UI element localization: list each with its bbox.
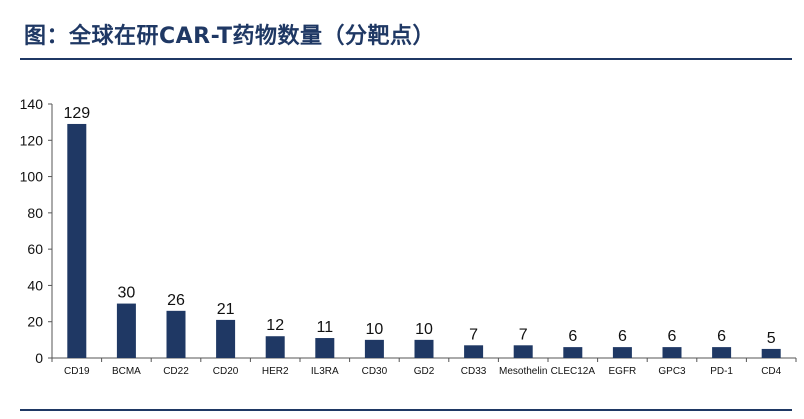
data-label: 26	[167, 292, 185, 309]
x-tick-label: CD19	[64, 366, 90, 377]
x-tick-label: IL3RA	[311, 366, 339, 377]
bar-series	[67, 123, 781, 358]
bar-clec12a	[563, 347, 583, 358]
y-tick-label: 0	[35, 350, 43, 366]
y-tick-label: 40	[27, 277, 43, 293]
x-axis: CD19 BCMA CD22 CD20 HER2 IL3RA CD30 GD2 CD33 Meso…	[51, 357, 797, 377]
data-label: 7	[469, 326, 478, 343]
bar-her2	[265, 336, 285, 358]
x-tick-label: Mesothelin	[499, 366, 547, 377]
bar-mesothelin	[513, 345, 533, 358]
data-label: 30	[118, 285, 136, 302]
y-axis: 0 20 40 60 80 100 120 140	[20, 96, 53, 366]
y-tick-label: 120	[20, 132, 44, 148]
data-label: 10	[415, 321, 433, 338]
y-tick-label: 80	[27, 205, 43, 221]
bar-egfr	[612, 347, 632, 358]
data-label: 11	[316, 319, 333, 336]
x-tick-label: CD22	[163, 366, 189, 377]
x-tick-label: BCMA	[112, 366, 141, 377]
x-tick-label: CD30	[362, 366, 388, 377]
bar-cd20	[216, 319, 236, 358]
bar-cd22	[166, 310, 186, 358]
x-tick-label: EGFR	[609, 366, 637, 377]
data-label: 10	[366, 321, 384, 338]
y-tick-label: 140	[20, 96, 44, 112]
data-label: 7	[519, 326, 528, 343]
title-divider	[20, 58, 792, 60]
x-tick-label: CD20	[213, 366, 239, 377]
bar-gd2	[414, 339, 434, 358]
page-title: 图：全球在研CAR-T药物数量（分靶点）	[24, 24, 436, 49]
bar-cd33	[464, 345, 484, 358]
bar-bcma	[116, 303, 136, 358]
x-tick-label: PD-1	[710, 366, 733, 377]
bar-il3ra	[315, 338, 335, 358]
data-label: 6	[618, 328, 627, 345]
bottom-divider	[20, 409, 792, 411]
x-tick-label: CD4	[761, 366, 781, 377]
data-label: 6	[668, 328, 677, 345]
y-tick-label: 20	[27, 314, 43, 330]
data-label: 21	[217, 301, 235, 318]
data-label: 6	[568, 328, 577, 345]
data-label: 129	[63, 105, 90, 122]
data-label: 12	[266, 317, 284, 334]
bar-gpc3	[662, 347, 682, 358]
data-label: 5	[767, 330, 776, 347]
bar-cd30	[364, 339, 384, 358]
y-tick-label: 60	[27, 241, 43, 257]
bar-pd-1	[712, 347, 732, 358]
bar-cd19	[67, 123, 87, 358]
x-tick-label: GPC3	[658, 366, 686, 377]
data-label: 6	[717, 328, 726, 345]
x-tick-label: CLEC12A	[551, 366, 596, 377]
bar-cd4	[761, 348, 781, 358]
data-labels: 129 30 26 21 12 11 10 10 7 7 6 6 6 6 5	[63, 105, 775, 347]
y-tick-label: 100	[20, 169, 44, 185]
x-tick-label: HER2	[262, 366, 289, 377]
x-tick-label: GD2	[414, 366, 435, 377]
x-tick-label: CD33	[461, 366, 487, 377]
